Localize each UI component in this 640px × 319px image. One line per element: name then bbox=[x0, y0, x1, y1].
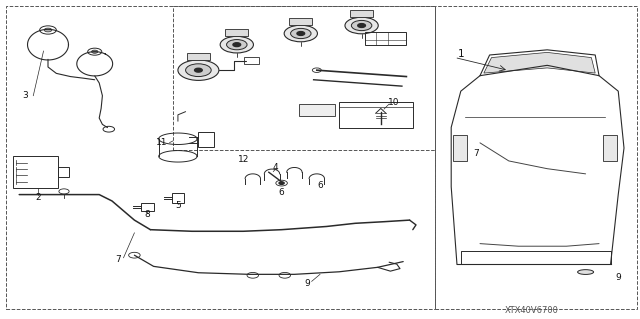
Circle shape bbox=[291, 28, 311, 39]
Circle shape bbox=[88, 48, 102, 55]
Circle shape bbox=[220, 36, 253, 53]
Text: 2: 2 bbox=[36, 193, 41, 202]
Bar bbox=[350, 10, 373, 17]
Text: 6: 6 bbox=[279, 189, 284, 197]
Bar bbox=[13, 156, 58, 188]
Circle shape bbox=[351, 20, 372, 31]
Polygon shape bbox=[484, 52, 595, 73]
Circle shape bbox=[92, 50, 98, 53]
Circle shape bbox=[276, 180, 287, 186]
Text: 10: 10 bbox=[388, 98, 399, 107]
Bar bbox=[6, 6, 435, 309]
Bar bbox=[173, 6, 435, 150]
Bar bbox=[244, 57, 259, 64]
Text: 3: 3 bbox=[23, 91, 28, 100]
Circle shape bbox=[279, 272, 291, 278]
Circle shape bbox=[59, 189, 69, 194]
Circle shape bbox=[178, 60, 219, 80]
Circle shape bbox=[297, 32, 305, 35]
Circle shape bbox=[44, 28, 52, 32]
Circle shape bbox=[227, 40, 247, 50]
Bar bbox=[365, 32, 406, 45]
FancyBboxPatch shape bbox=[603, 136, 617, 161]
Text: 9: 9 bbox=[305, 279, 310, 288]
Bar bbox=[339, 102, 413, 128]
Circle shape bbox=[284, 25, 317, 42]
Circle shape bbox=[195, 68, 202, 72]
Circle shape bbox=[312, 68, 321, 72]
Circle shape bbox=[358, 24, 365, 27]
Bar bbox=[141, 203, 154, 211]
Bar bbox=[58, 167, 69, 177]
Text: 12: 12 bbox=[237, 155, 249, 164]
Circle shape bbox=[233, 43, 241, 47]
FancyBboxPatch shape bbox=[453, 136, 467, 161]
FancyBboxPatch shape bbox=[299, 104, 335, 116]
Text: 5: 5 bbox=[175, 201, 180, 210]
Circle shape bbox=[103, 126, 115, 132]
Text: 6: 6 bbox=[317, 181, 323, 189]
Bar bbox=[289, 18, 312, 25]
Text: 8: 8 bbox=[145, 210, 150, 219]
Circle shape bbox=[186, 64, 211, 77]
Circle shape bbox=[129, 252, 140, 258]
Bar bbox=[225, 29, 248, 36]
Circle shape bbox=[345, 17, 378, 34]
Bar bbox=[172, 193, 184, 203]
Bar bbox=[435, 6, 637, 309]
Text: 1: 1 bbox=[458, 49, 464, 59]
Ellipse shape bbox=[577, 270, 593, 274]
Circle shape bbox=[279, 182, 284, 184]
Text: 4: 4 bbox=[273, 163, 278, 172]
Text: 11: 11 bbox=[156, 138, 167, 147]
Circle shape bbox=[247, 272, 259, 278]
Text: 7: 7 bbox=[116, 256, 121, 264]
Text: 7: 7 bbox=[474, 149, 479, 158]
Bar bbox=[187, 53, 210, 60]
Text: XTX40V6700: XTX40V6700 bbox=[504, 306, 558, 315]
Bar bbox=[198, 132, 214, 147]
Circle shape bbox=[40, 26, 56, 34]
Text: 9: 9 bbox=[616, 273, 621, 282]
